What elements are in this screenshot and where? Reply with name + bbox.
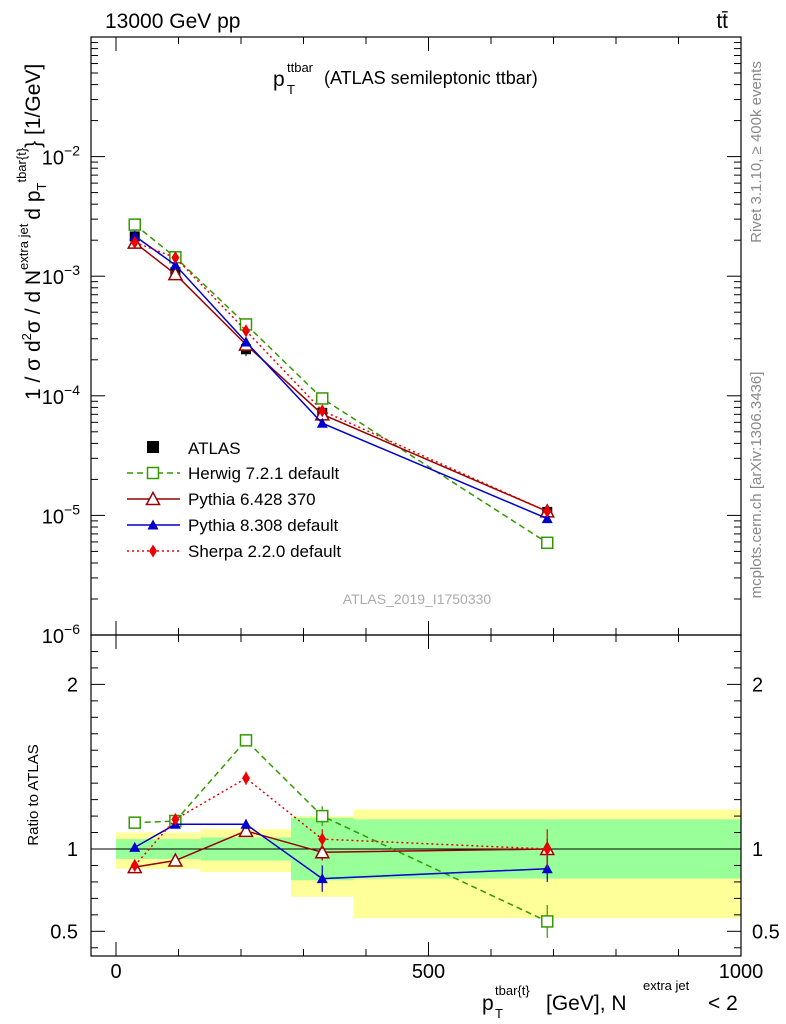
mcplots-label: mcplots.cern.ch [arXiv:1306.3436] — [748, 372, 765, 599]
open-square-marker — [146, 466, 160, 480]
main-y-axis-label: 1 / σ d2σ / d Nextra jetd pTtbar{t}} [1/… — [14, 64, 49, 400]
open-square-marker — [541, 536, 554, 550]
svg-text:< 2: < 2 — [708, 992, 738, 1015]
triangle-marker — [129, 230, 141, 241]
main-title: p ttbar T (ATLAS semileptonic ttbar) — [273, 60, 538, 97]
open-square-marker — [239, 734, 253, 747]
diamond-marker — [130, 858, 139, 872]
y-tick-label: 10−3 — [42, 262, 80, 289]
svg-text:T: T — [287, 82, 295, 97]
process-label: tt̄ — [716, 10, 728, 33]
open-square-marker — [316, 809, 329, 823]
triangle-marker — [129, 841, 141, 852]
ratio-tick-label-right: 2 — [752, 674, 763, 696]
rivet-label: Rivet 3.1.10, ≥ 400k events — [748, 61, 765, 243]
y-tick-label: 10−5 — [42, 501, 80, 528]
triangle-marker — [541, 513, 553, 524]
svg-text:1 / σ d2σ / d Nextra jetd pTtb: 1 / σ d2σ / d Nextra jetd pTtbar{t}} [1/… — [14, 64, 49, 400]
open-square-marker — [128, 816, 141, 829]
legend-entry-2: Pythia 8.308 default — [127, 516, 339, 535]
triangle-marker — [240, 336, 252, 347]
diamond-marker — [171, 251, 180, 265]
triangle-marker — [316, 873, 328, 884]
legend: ATLAS Herwig 7.2.1 default Pythia 6.428 37… — [127, 439, 341, 561]
diamond-marker — [543, 842, 552, 856]
svg-text:T: T — [495, 1006, 503, 1021]
triangle-marker — [316, 417, 328, 428]
svg-text:p: p — [273, 68, 285, 91]
series-2 — [129, 230, 553, 892]
y-tick-label: 10−6 — [42, 621, 80, 648]
open-triangle-marker — [167, 852, 184, 867]
legend-entry-atlas: ATLAS — [147, 439, 241, 458]
svg-text:(ATLAS semileptonic ttbar): (ATLAS semileptonic ttbar) — [324, 68, 538, 88]
legend-entry-1: Pythia 6.428 370 — [127, 490, 316, 509]
ratio-tick-label-left: 2 — [67, 674, 78, 696]
open-triangle-marker — [238, 822, 254, 838]
x-tick-label: 500 — [412, 961, 445, 983]
ratio-tick-label-right: 1 — [752, 839, 763, 861]
legend-label: ATLAS — [188, 439, 241, 458]
y-tick-label: 10−2 — [42, 143, 80, 170]
open-triangle-marker — [167, 266, 184, 281]
series-line-ratio — [134, 777, 548, 866]
legend-entry-3: Sherpa 2.2.0 default — [127, 542, 341, 561]
ratio-y-axis-label: Ratio to ATLAS — [25, 744, 42, 845]
ratio-tick-label-left: 0.5 — [50, 921, 78, 943]
svg-text:p: p — [482, 992, 494, 1015]
open-square-marker — [541, 915, 554, 928]
triangle-marker — [147, 519, 159, 530]
ratio-tick-label-right: 0.5 — [752, 921, 780, 943]
diamond-marker — [171, 812, 180, 826]
analysis-id-label: ATLAS_2019_I1750330 — [343, 591, 492, 607]
legend-label: Sherpa 2.2.0 default — [188, 542, 341, 561]
series-3 — [130, 235, 552, 872]
svg-text:tbar{t}: tbar{t} — [495, 983, 530, 998]
x-tick-label: 1000 — [719, 961, 764, 983]
open-triangle-marker — [314, 844, 331, 859]
legend-label: Herwig 7.2.1 default — [188, 464, 339, 483]
diamond-marker — [318, 832, 327, 846]
svg-text:[GeV], N: [GeV], N — [546, 992, 627, 1015]
svg-text:extra jet: extra jet — [643, 978, 690, 993]
series-layer — [126, 218, 556, 938]
energy-label: 13000 GeV pp — [105, 10, 240, 33]
ratio-uncertainty-bands — [116, 809, 741, 919]
ratio-frame — [90, 634, 742, 957]
svg-text:ttbar: ttbar — [287, 60, 314, 75]
x-tick-label: 0 — [110, 961, 121, 983]
open-square-marker — [128, 218, 141, 231]
diamond-marker — [149, 544, 157, 558]
triangle-marker — [169, 259, 181, 270]
diamond-marker — [242, 324, 250, 338]
legend-label: Pythia 6.428 370 — [188, 490, 316, 509]
triangle-marker — [240, 818, 252, 829]
axes: 0 500 1000 10−6 10−5 10−4 10−3 10−2 0.5 0.5 1 1 2 2 — [42, 36, 780, 983]
diamond-marker — [543, 504, 552, 518]
legend-entry-0: Herwig 7.2.1 default — [127, 464, 339, 483]
open-triangle-marker — [145, 490, 161, 506]
legend-label: Pythia 8.308 default — [188, 516, 339, 535]
y-tick-label: 10−4 — [42, 382, 80, 409]
data-marker — [147, 441, 159, 453]
open-square-marker — [316, 392, 329, 405]
diamond-marker — [318, 404, 327, 418]
diamond-marker — [242, 771, 250, 785]
ratio-tick-label-left: 1 — [67, 839, 78, 861]
diamond-marker — [130, 235, 139, 249]
x-axis-label: p T tbar{t} [GeV], N extra jet < 2 — [482, 978, 738, 1021]
